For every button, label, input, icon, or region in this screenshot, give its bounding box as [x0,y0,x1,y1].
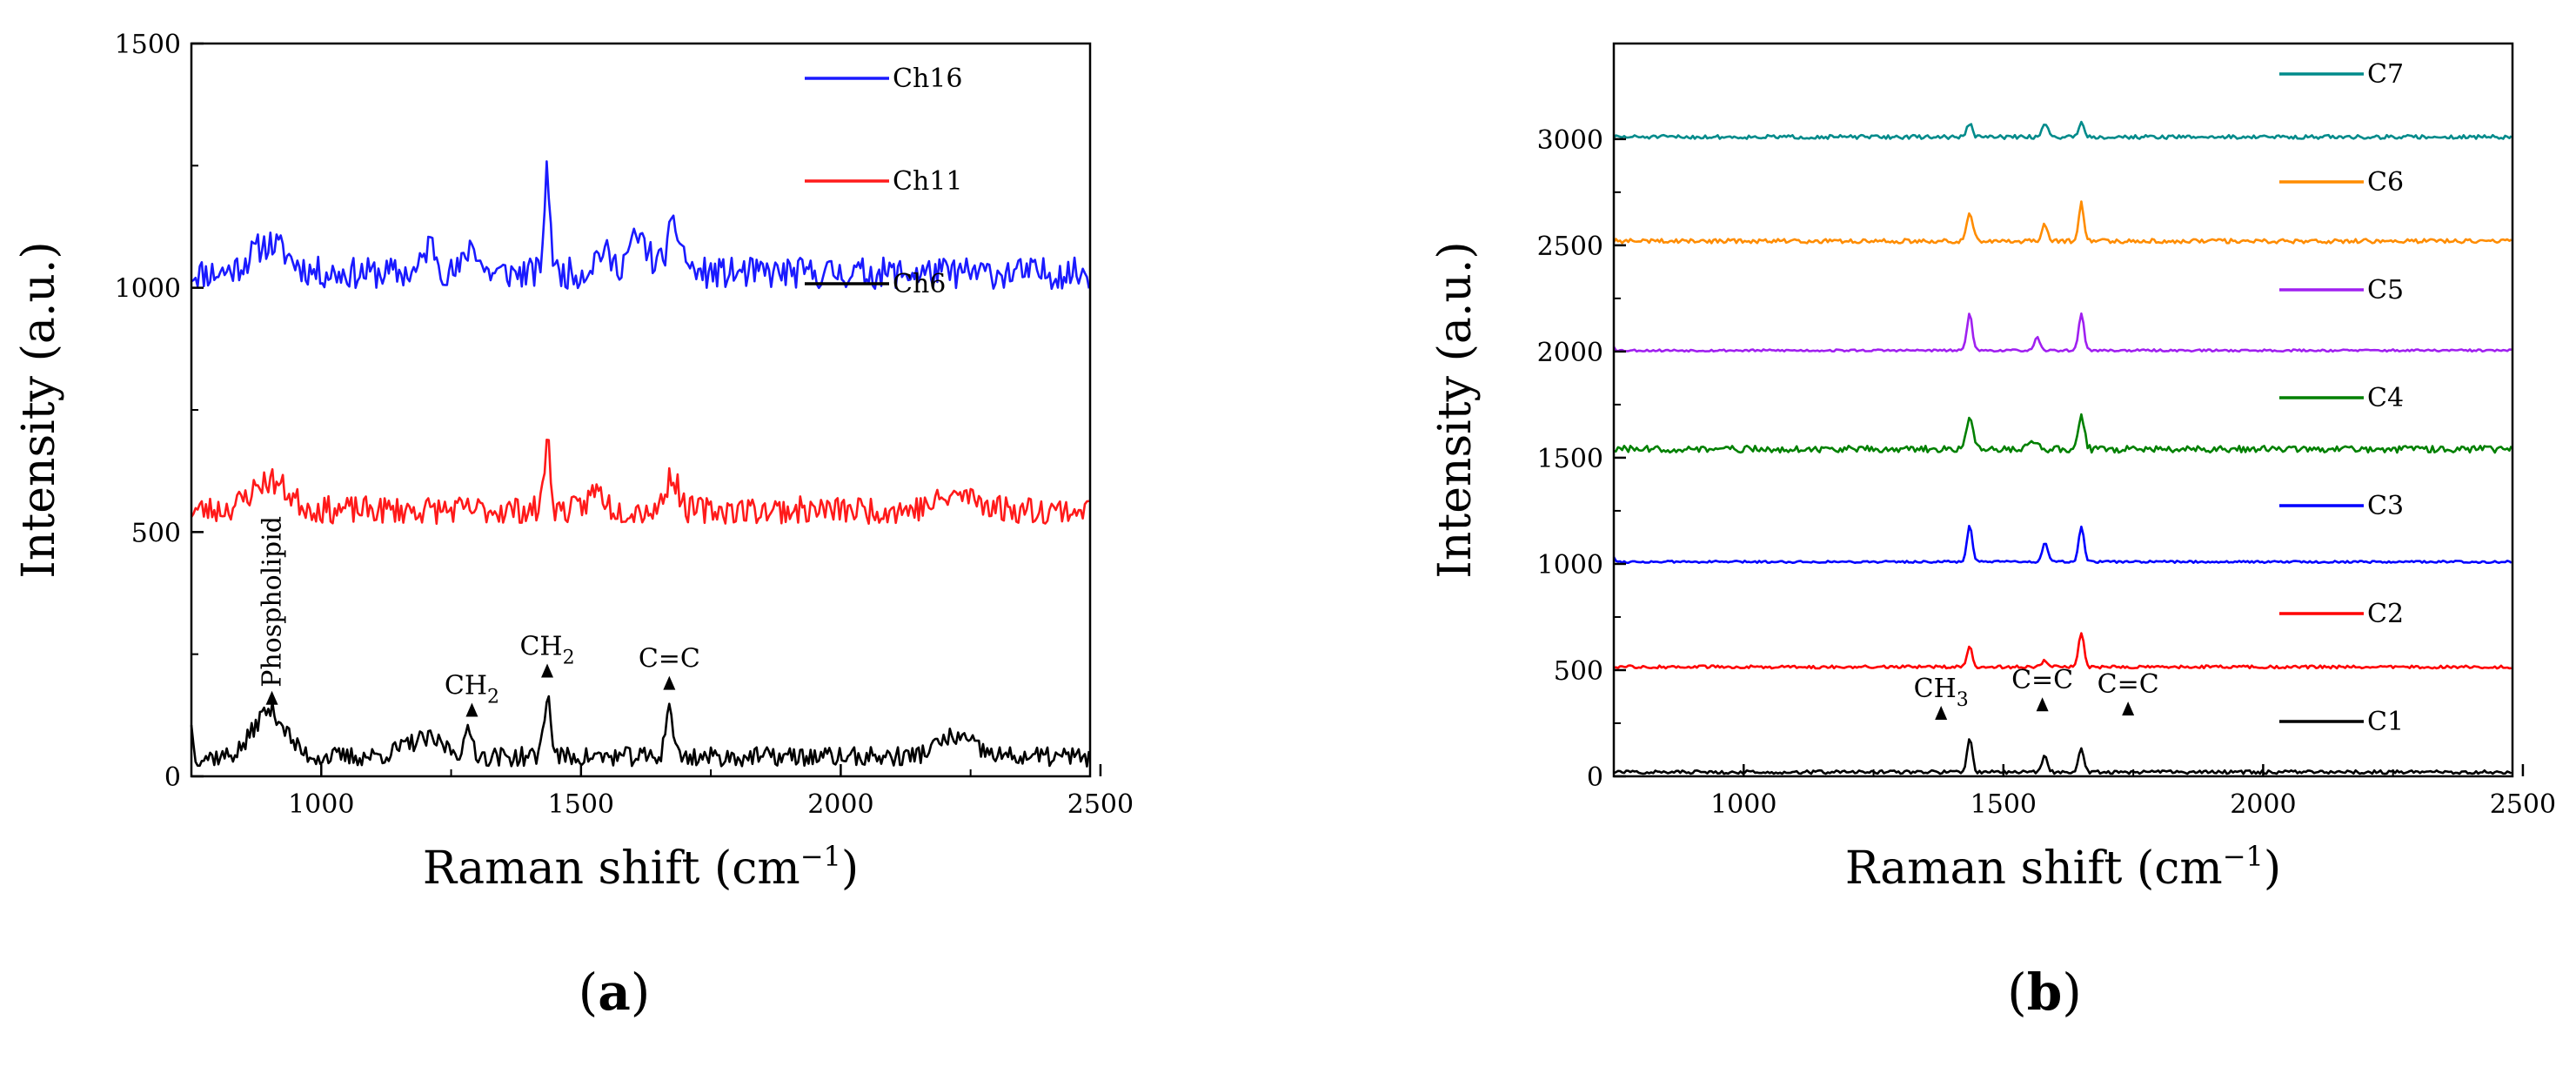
x-tick-label: 2000 [2230,789,2296,820]
chart-panel-a: Ch16 Ch11 Ch6 1000 1500 2000 2500 0 500 1000 1500 R… [13,30,1134,1022]
annotation-phospholipid: Phospholipid [258,516,288,688]
plot-frame [1612,42,2514,778]
annotation-arrow [663,675,676,690]
series-line-C5 [1612,312,2512,353]
annotation-arrow [2122,701,2135,716]
legend-label-Ch11: Ch11 [893,166,962,197]
y-tick-label: 2500 [1537,232,1603,262]
x-axis-title: Raman shift (cm−1) [1845,840,2281,895]
y-tick-label: 500 [131,518,181,548]
panel-label-b: (b) [2007,963,2082,1022]
annotation-arrow [2036,697,2049,712]
annotation-ch3: CH3 [1914,674,1969,711]
legend-label-Ch6: Ch6 [893,269,946,299]
x-axis-title: Raman shift (cm−1) [423,840,859,895]
legend-label-C6: C6 [2367,167,2404,198]
y-tick-label: 1000 [115,274,181,305]
series-line-C2 [1613,632,2512,670]
annotation-arrow [541,663,554,678]
annotation-arrow [265,690,278,705]
x-tick-label: 2000 [807,789,873,820]
panel-label-a: (a) [579,963,651,1022]
annotation-cc: C=C [2098,669,2159,700]
series-line-Ch16 [191,160,1091,291]
x-tick-label: 1500 [1970,789,2037,820]
y-axis-title: Intensity (a.u.) [1429,241,1482,578]
y-tick-label: 0 [1587,762,1603,793]
x-tick-label: 1000 [288,789,354,820]
x-tick-label: 2500 [2490,789,2556,820]
legend-label-C4: C4 [2367,383,2404,413]
legend-label-C5: C5 [2367,275,2404,305]
annotation-ch2: CH2 [519,632,574,669]
y-tick-label: 1500 [115,30,181,60]
series-line-C7 [1612,120,2512,140]
series-line-Ch6 [190,695,1091,768]
y-axis-title: Intensity (a.u.) [13,241,65,578]
legend-label-C7: C7 [2367,59,2404,90]
y-tick-label: 1500 [1537,444,1603,474]
legend-label-C3: C3 [2367,491,2404,521]
annotation-ch2: CH2 [445,670,499,708]
series-line-Ch11 [190,439,1090,526]
series-line-C3 [1612,525,2512,564]
y-tick-label: 3000 [1537,125,1603,156]
series-line-C4 [1613,413,2512,454]
annotation-cc: C=C [2011,665,2073,695]
annotation-cc: C=C [639,644,700,674]
legend-label-Ch16: Ch16 [893,64,962,94]
x-tick-label: 1500 [548,789,614,820]
y-tick-label: 500 [1554,656,1603,687]
x-tick-label: 1000 [1710,789,1776,820]
y-tick-label: 2000 [1537,338,1603,368]
legend-label-C1: C1 [2367,707,2404,737]
x-tick-label: 2500 [1067,789,1134,820]
series-line-C1 [1613,738,2512,775]
legend-label-C2: C2 [2367,599,2404,629]
series-line-C6 [1612,200,2512,245]
annotation-arrow [1935,705,1948,720]
chart-panel-b: C7 C6 C5 C4 C3 C2 C1 1000 1500 2000 2500 0 500 1000 15… [1429,42,2556,1022]
y-tick-label: 0 [164,762,181,793]
annotation-arrow [465,702,478,717]
y-tick-label: 1000 [1537,550,1603,580]
